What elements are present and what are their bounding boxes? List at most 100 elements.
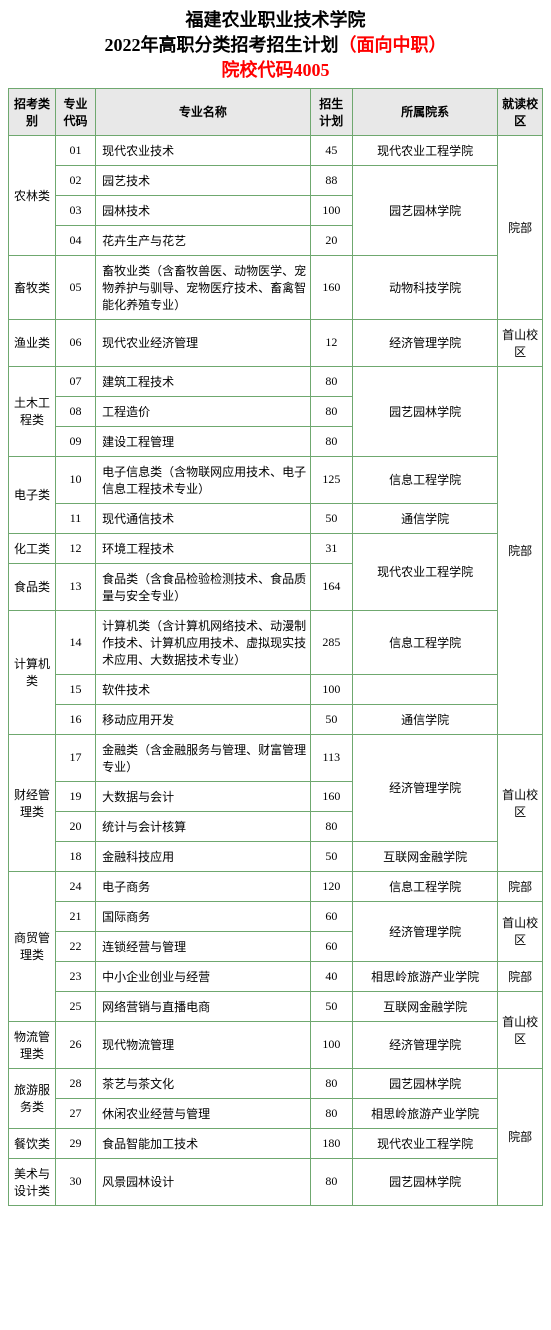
- plan-cell: 113: [310, 734, 352, 781]
- cat-cell: 旅游服务类: [9, 1068, 56, 1128]
- dept-cell: 经济管理学院: [353, 901, 498, 961]
- table-row: 25 网络营销与直播电商 50 互联网金融学院 首山校区: [9, 991, 543, 1021]
- dept-cell: 相思岭旅游产业学院: [353, 1098, 498, 1128]
- dept-cell: 信息工程学院: [353, 610, 498, 674]
- plan-cell: 60: [310, 901, 352, 931]
- code-cell: 25: [55, 991, 95, 1021]
- plan-cell: 40: [310, 961, 352, 991]
- major-cell: 现代农业技术: [96, 135, 310, 165]
- dept-cell: 通信学院: [353, 503, 498, 533]
- code-cell: 01: [55, 135, 95, 165]
- table-row: 财经管理类 17 金融类（含金融服务与管理、财富管理专业） 113 经济管理学院…: [9, 734, 543, 781]
- code-cell: 05: [55, 255, 95, 319]
- table-row: 电子类 10 电子信息类（含物联网应用技术、电子信息工程技术专业） 125 信息…: [9, 456, 543, 503]
- title-line2: 2022年高职分类招考招生计划（面向中职）: [8, 33, 543, 58]
- code-cell: 08: [55, 396, 95, 426]
- table-row: 18 金融科技应用 50 互联网金融学院: [9, 841, 543, 871]
- plan-cell: 285: [310, 610, 352, 674]
- dept-cell: [353, 674, 498, 704]
- plan-cell: 88: [310, 165, 352, 195]
- major-cell: 国际商务: [96, 901, 310, 931]
- page-title: 福建农业职业技术学院 2022年高职分类招考招生计划（面向中职） 院校代码400…: [8, 8, 543, 84]
- title-line2b: （面向中职）: [339, 35, 447, 55]
- major-cell: 花卉生产与花艺: [96, 225, 310, 255]
- dept-cell: 信息工程学院: [353, 456, 498, 503]
- plan-cell: 100: [310, 674, 352, 704]
- major-cell: 电子商务: [96, 871, 310, 901]
- dept-cell: 经济管理学院: [353, 319, 498, 366]
- dept-cell: 相思岭旅游产业学院: [353, 961, 498, 991]
- major-cell: 建设工程管理: [96, 426, 310, 456]
- admission-table: 招考类别 专业代码 专业名称 招生计划 所属院系 就读校区 农林类 01 现代农…: [8, 88, 543, 1206]
- code-cell: 04: [55, 225, 95, 255]
- plan-cell: 100: [310, 195, 352, 225]
- major-cell: 现代物流管理: [96, 1021, 310, 1068]
- campus-cell: 院部: [498, 1068, 543, 1205]
- code-cell: 24: [55, 871, 95, 901]
- code-cell: 12: [55, 533, 95, 563]
- cat-cell: 计算机类: [9, 610, 56, 734]
- campus-cell: 院部: [498, 366, 543, 734]
- table-header-row: 招考类别 专业代码 专业名称 招生计划 所属院系 就读校区: [9, 88, 543, 135]
- major-cell: 计算机类（含计算机网络技术、动漫制作技术、计算机应用技术、虚拟现实技术应用、大数…: [96, 610, 310, 674]
- table-row: 27 休闲农业经营与管理 80 相思岭旅游产业学院: [9, 1098, 543, 1128]
- code-cell: 10: [55, 456, 95, 503]
- table-row: 11 现代通信技术 50 通信学院: [9, 503, 543, 533]
- col-code: 专业代码: [55, 88, 95, 135]
- plan-cell: 100: [310, 1021, 352, 1068]
- cat-cell: 美术与设计类: [9, 1158, 56, 1205]
- plan-cell: 80: [310, 1158, 352, 1205]
- plan-cell: 164: [310, 563, 352, 610]
- major-cell: 食品类（含食品检验检测技术、食品质量与安全专业）: [96, 563, 310, 610]
- title-line1: 福建农业职业技术学院: [8, 8, 543, 33]
- dept-cell: 园艺园林学院: [353, 1068, 498, 1098]
- code-cell: 21: [55, 901, 95, 931]
- table-row: 23 中小企业创业与经营 40 相思岭旅游产业学院 院部: [9, 961, 543, 991]
- major-cell: 环境工程技术: [96, 533, 310, 563]
- plan-cell: 50: [310, 991, 352, 1021]
- dept-cell: 互联网金融学院: [353, 841, 498, 871]
- campus-cell: 首山校区: [498, 734, 543, 871]
- major-cell: 现代通信技术: [96, 503, 310, 533]
- code-cell: 02: [55, 165, 95, 195]
- table-row: 计算机类 14 计算机类（含计算机网络技术、动漫制作技术、计算机应用技术、虚拟现…: [9, 610, 543, 674]
- plan-cell: 125: [310, 456, 352, 503]
- table-row: 畜牧类 05 畜牧业类（含畜牧兽医、动物医学、宠物养护与驯导、宠物医疗技术、畜禽…: [9, 255, 543, 319]
- major-cell: 茶艺与茶文化: [96, 1068, 310, 1098]
- dept-cell: 通信学院: [353, 704, 498, 734]
- plan-cell: 12: [310, 319, 352, 366]
- cat-cell: 电子类: [9, 456, 56, 533]
- major-cell: 电子信息类（含物联网应用技术、电子信息工程技术专业）: [96, 456, 310, 503]
- code-cell: 20: [55, 811, 95, 841]
- campus-cell: 院部: [498, 871, 543, 901]
- plan-cell: 80: [310, 396, 352, 426]
- major-cell: 中小企业创业与经营: [96, 961, 310, 991]
- code-cell: 16: [55, 704, 95, 734]
- plan-cell: 80: [310, 811, 352, 841]
- table-row: 美术与设计类 30 风景园林设计 80 园艺园林学院: [9, 1158, 543, 1205]
- table-row: 旅游服务类 28 茶艺与茶文化 80 园艺园林学院 院部: [9, 1068, 543, 1098]
- plan-cell: 50: [310, 704, 352, 734]
- code-cell: 29: [55, 1128, 95, 1158]
- dept-cell: 信息工程学院: [353, 871, 498, 901]
- campus-cell: 首山校区: [498, 991, 543, 1068]
- plan-cell: 31: [310, 533, 352, 563]
- plan-cell: 180: [310, 1128, 352, 1158]
- plan-cell: 45: [310, 135, 352, 165]
- table-row: 15 软件技术 100: [9, 674, 543, 704]
- cat-cell: 土木工程类: [9, 366, 56, 456]
- code-cell: 07: [55, 366, 95, 396]
- plan-cell: 160: [310, 255, 352, 319]
- col-dept: 所属院系: [353, 88, 498, 135]
- campus-cell: 院部: [498, 961, 543, 991]
- title-line2a: 2022年高职分类招考招生计划: [105, 35, 339, 55]
- cat-cell: 化工类: [9, 533, 56, 563]
- dept-cell: 园艺园林学院: [353, 165, 498, 255]
- plan-cell: 120: [310, 871, 352, 901]
- dept-cell: 动物科技学院: [353, 255, 498, 319]
- table-row: 餐饮类 29 食品智能加工技术 180 现代农业工程学院: [9, 1128, 543, 1158]
- code-cell: 28: [55, 1068, 95, 1098]
- dept-cell: 园艺园林学院: [353, 1158, 498, 1205]
- major-cell: 金融类（含金融服务与管理、财富管理专业）: [96, 734, 310, 781]
- plan-cell: 60: [310, 931, 352, 961]
